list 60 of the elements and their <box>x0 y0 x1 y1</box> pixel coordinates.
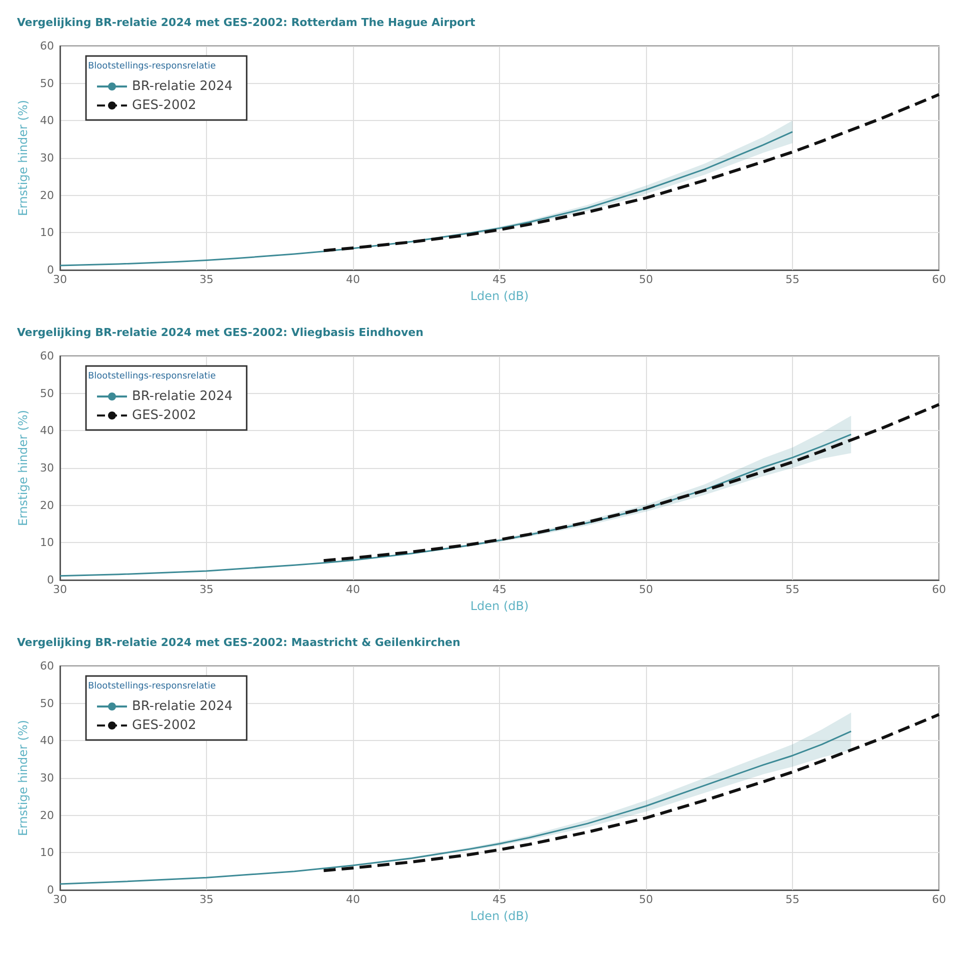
line-series <box>322 403 940 562</box>
x-tick-label: 35 <box>200 273 214 286</box>
x-axis-title: Lden (dB) <box>470 289 529 303</box>
legend-title: Blootstellings-responsrelatie <box>88 62 216 72</box>
x-axis-title: Lden (dB) <box>470 599 529 613</box>
y-tick-label: 20 <box>40 188 54 202</box>
y-tick-label: 20 <box>40 808 54 822</box>
y-tick-label: 40 <box>40 114 54 128</box>
y-axis-title: Ernstige hinder (%) <box>16 720 30 836</box>
y-tick-label: 10 <box>40 536 54 550</box>
line-series <box>322 713 940 872</box>
x-tick-label: 45 <box>492 893 506 906</box>
y-tick-label: 40 <box>40 734 54 748</box>
x-axis-title: Lden (dB) <box>470 909 529 923</box>
legend-label: BR-relatie 2024 <box>132 389 233 404</box>
legend-label: GES-2002 <box>132 408 196 423</box>
x-tick-label: 55 <box>786 583 800 596</box>
y-tick-label: 0 <box>47 574 54 586</box>
y-tick-label: 60 <box>40 350 54 362</box>
x-tick-label: 50 <box>639 893 653 906</box>
chart-title: Vergelijking BR-relatie 2024 met GES-2002: Maastricht & Geilenkirchen <box>17 636 460 649</box>
y-tick-label: 20 <box>40 498 54 512</box>
x-tick-label: 60 <box>932 893 946 906</box>
legend-title: Blootstellings-responsrelatie <box>88 682 216 692</box>
y-tick-label: 0 <box>47 884 54 896</box>
x-tick-label: 60 <box>932 583 946 596</box>
x-tick-label: 35 <box>200 893 214 906</box>
legend-label: BR-relatie 2024 <box>132 699 233 714</box>
y-tick-label: 30 <box>40 772 54 784</box>
y-tick-label: 50 <box>40 696 54 710</box>
y-tick-label: 10 <box>40 846 54 860</box>
y-axis-title: Ernstige hinder (%) <box>16 100 30 216</box>
y-tick-label: 60 <box>40 40 54 52</box>
x-tick-label: 50 <box>639 583 653 596</box>
x-tick-label: 35 <box>200 583 214 596</box>
x-tick-label: 45 <box>492 273 506 286</box>
x-tick-label: 60 <box>932 273 946 286</box>
x-tick-label: 45 <box>492 583 506 596</box>
y-tick-label: 40 <box>40 424 54 438</box>
legend-label: BR-relatie 2024 <box>132 79 233 94</box>
x-tick-label: 40 <box>346 583 360 596</box>
chart-title: Vergelijking BR-relatie 2024 met GES-2002: Rotterdam The Hague Airport <box>17 16 476 29</box>
x-tick-label: 55 <box>786 273 800 286</box>
y-tick-label: 10 <box>40 226 54 240</box>
x-tick-label: 55 <box>786 893 800 906</box>
legend-title: Blootstellings-responsrelatie <box>88 372 216 382</box>
legend-label: GES-2002 <box>132 98 196 113</box>
chart-title: Vergelijking BR-relatie 2024 met GES-2002: Vliegbasis Eindhoven <box>17 326 424 339</box>
x-tick-label: 40 <box>346 893 360 906</box>
x-tick-label: 40 <box>346 273 360 286</box>
y-tick-label: 0 <box>47 264 54 276</box>
y-tick-label: 50 <box>40 76 54 90</box>
legend-label: GES-2002 <box>132 718 196 733</box>
y-tick-label: 30 <box>40 462 54 474</box>
x-tick-label: 50 <box>639 273 653 286</box>
y-axis-title: Ernstige hinder (%) <box>16 410 30 526</box>
y-tick-label: 60 <box>40 660 54 672</box>
y-tick-label: 30 <box>40 152 54 164</box>
y-tick-label: 50 <box>40 386 54 400</box>
line-series <box>322 93 940 252</box>
